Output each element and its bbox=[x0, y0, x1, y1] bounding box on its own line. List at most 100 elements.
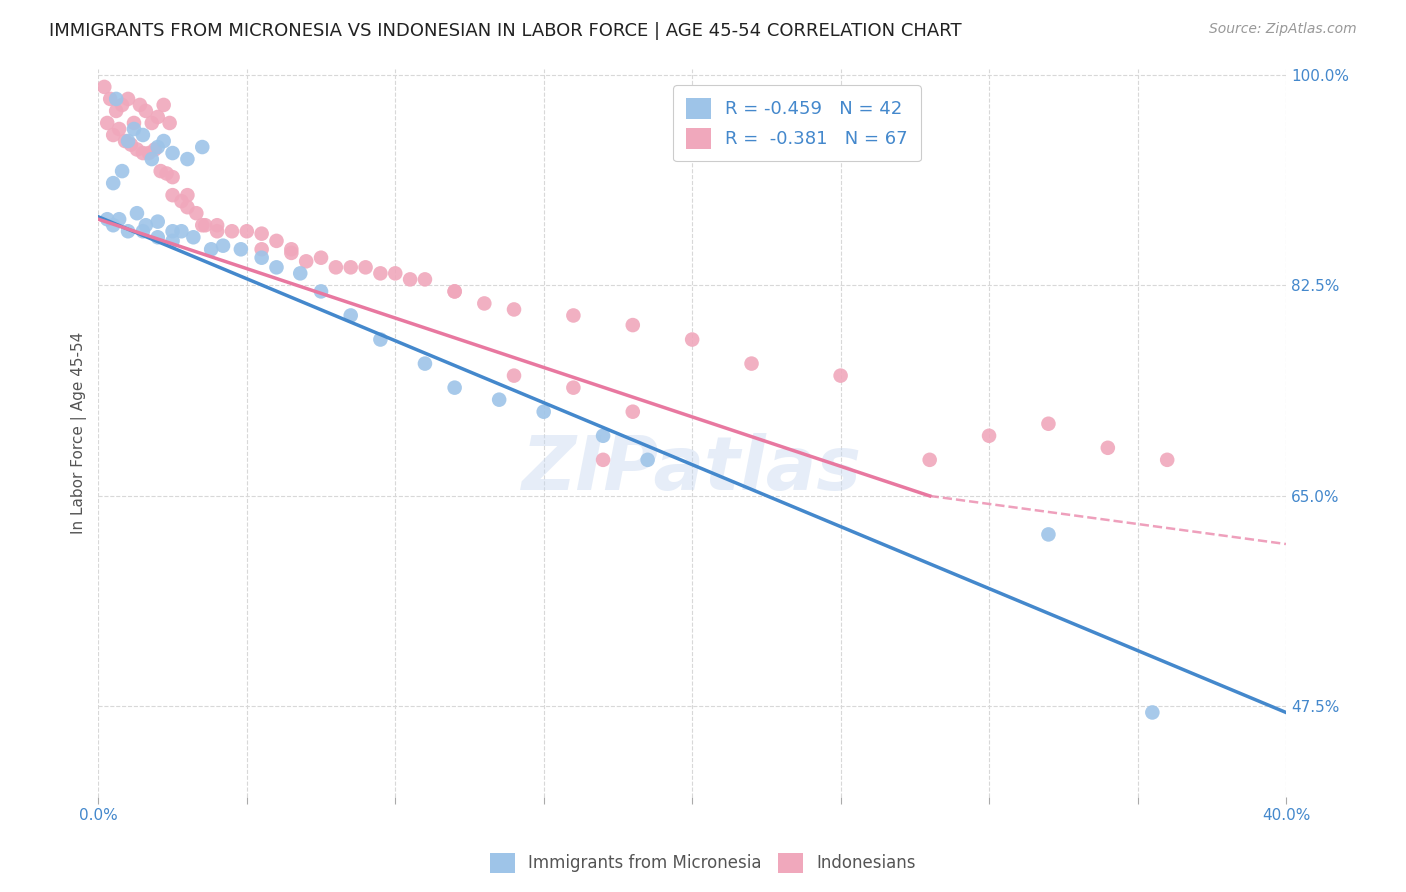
Point bbox=[122, 116, 145, 130]
Point bbox=[117, 92, 139, 106]
Point bbox=[830, 368, 852, 383]
Point bbox=[212, 238, 235, 252]
Point bbox=[170, 194, 193, 209]
Y-axis label: In Labor Force | Age 45-54: In Labor Force | Age 45-54 bbox=[72, 332, 87, 534]
Point bbox=[280, 242, 302, 256]
Point bbox=[229, 242, 252, 256]
Point bbox=[681, 333, 703, 347]
Point bbox=[637, 453, 659, 467]
Point bbox=[472, 296, 495, 310]
Point bbox=[103, 176, 125, 190]
Point bbox=[132, 224, 155, 238]
Point bbox=[132, 146, 155, 161]
Point bbox=[103, 128, 125, 142]
Point bbox=[1038, 527, 1060, 541]
Point bbox=[290, 266, 312, 280]
Point bbox=[122, 122, 145, 136]
Point bbox=[309, 251, 332, 265]
Point bbox=[176, 152, 198, 166]
Point bbox=[146, 140, 169, 154]
Point bbox=[1097, 441, 1119, 455]
Point bbox=[114, 134, 136, 148]
Point bbox=[117, 224, 139, 238]
Point bbox=[93, 79, 115, 94]
Point bbox=[339, 260, 361, 275]
Point bbox=[562, 381, 585, 395]
Point bbox=[162, 146, 184, 161]
Point bbox=[413, 272, 436, 286]
Point bbox=[143, 143, 166, 157]
Point bbox=[162, 224, 184, 238]
Point bbox=[156, 167, 179, 181]
Point bbox=[443, 285, 465, 299]
Point bbox=[159, 116, 181, 130]
Point bbox=[370, 266, 392, 280]
Point bbox=[339, 309, 361, 323]
Point bbox=[152, 98, 174, 112]
Point bbox=[111, 164, 134, 178]
Point bbox=[162, 170, 184, 185]
Point bbox=[977, 429, 1000, 443]
Point bbox=[105, 103, 128, 118]
Legend: Immigrants from Micronesia, Indonesians: Immigrants from Micronesia, Indonesians bbox=[484, 847, 922, 880]
Point bbox=[146, 110, 169, 124]
Point bbox=[205, 219, 228, 233]
Point bbox=[370, 333, 392, 347]
Point bbox=[562, 309, 585, 323]
Text: Source: ZipAtlas.com: Source: ZipAtlas.com bbox=[1209, 22, 1357, 37]
Point bbox=[183, 230, 205, 244]
Point bbox=[1156, 453, 1178, 467]
Point bbox=[1142, 706, 1164, 720]
Point bbox=[200, 242, 222, 256]
Point bbox=[105, 92, 128, 106]
Point bbox=[191, 219, 214, 233]
Point bbox=[108, 212, 131, 227]
Point bbox=[443, 285, 465, 299]
Point bbox=[443, 381, 465, 395]
Point bbox=[98, 92, 121, 106]
Point bbox=[621, 405, 644, 419]
Point bbox=[135, 219, 157, 233]
Point bbox=[236, 224, 259, 238]
Point bbox=[141, 152, 163, 166]
Point bbox=[384, 266, 406, 280]
Point bbox=[141, 116, 163, 130]
Point bbox=[309, 285, 332, 299]
Point bbox=[135, 103, 157, 118]
Point bbox=[266, 260, 288, 275]
Point bbox=[111, 98, 134, 112]
Point bbox=[221, 224, 243, 238]
Point bbox=[250, 242, 273, 256]
Point bbox=[295, 254, 318, 268]
Point bbox=[205, 224, 228, 238]
Point bbox=[503, 368, 526, 383]
Point bbox=[132, 128, 155, 142]
Point bbox=[96, 212, 118, 227]
Text: IMMIGRANTS FROM MICRONESIA VS INDONESIAN IN LABOR FORCE | AGE 45-54 CORRELATION : IMMIGRANTS FROM MICRONESIA VS INDONESIAN… bbox=[49, 22, 962, 40]
Point bbox=[149, 164, 172, 178]
Point bbox=[103, 219, 125, 233]
Point bbox=[162, 234, 184, 248]
Point bbox=[152, 134, 174, 148]
Point bbox=[162, 188, 184, 202]
Point bbox=[191, 140, 214, 154]
Point bbox=[503, 302, 526, 317]
Point bbox=[170, 224, 193, 238]
Point bbox=[129, 98, 152, 112]
Point bbox=[533, 405, 555, 419]
Point bbox=[146, 230, 169, 244]
Point bbox=[280, 246, 302, 260]
Point bbox=[621, 318, 644, 332]
Point bbox=[399, 272, 422, 286]
Point bbox=[918, 453, 941, 467]
Point bbox=[125, 206, 148, 220]
Point bbox=[741, 357, 763, 371]
Point bbox=[138, 146, 160, 161]
Point bbox=[354, 260, 377, 275]
Point bbox=[96, 116, 118, 130]
Point bbox=[592, 429, 614, 443]
Point bbox=[1038, 417, 1060, 431]
Point bbox=[194, 219, 217, 233]
Point bbox=[117, 134, 139, 148]
Point bbox=[146, 214, 169, 228]
